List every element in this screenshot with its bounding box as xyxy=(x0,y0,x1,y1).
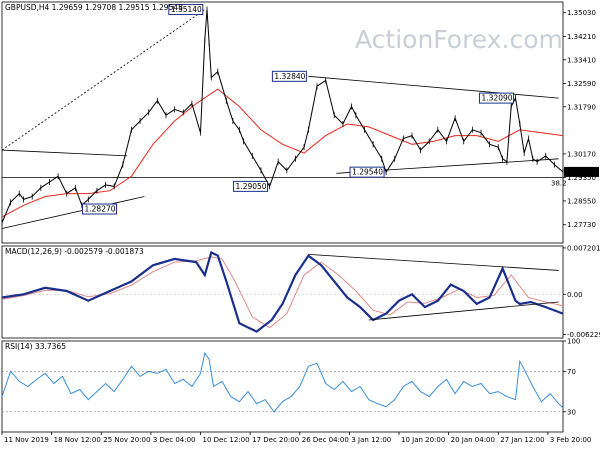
x-tick-label: 17 Dec 20:00 xyxy=(252,436,299,444)
macd-main-line xyxy=(1,250,564,333)
pane-frames xyxy=(1,1,564,433)
macd-title: MACD(12,26,9) -0.002579 -0.001873 xyxy=(5,247,144,256)
rsi-y-tick-label: 30 xyxy=(567,408,576,416)
price-y-tick-label: 1.28550 xyxy=(567,197,596,205)
price-trendline xyxy=(1,9,206,151)
rsi-title: RSI(14) 33.7365 xyxy=(5,342,66,351)
last-price-label: 1.29548 xyxy=(566,168,595,176)
price-y-tick-label: 1.35030 xyxy=(567,9,596,17)
price-y-tick-label: 1.32590 xyxy=(567,80,596,88)
x-tick-label: 3 Feb 20:00 xyxy=(550,436,591,444)
price-trendline xyxy=(1,196,145,229)
price-frame xyxy=(1,1,564,244)
x-tick-label: 26 Dec 04:00 xyxy=(302,436,349,444)
price-trendline xyxy=(1,149,128,157)
callout-label: 1.29540 xyxy=(352,168,383,177)
y-axes: 1.35030 1.34210 1.33410 1.32590 1.31790 1.301… xyxy=(563,9,600,416)
fib-label: 38.2 xyxy=(551,179,567,187)
x-tick-label: 18 Nov 12:00 xyxy=(54,436,101,444)
macd-y-tick-label: -0.006229 xyxy=(567,331,600,339)
callout-box xyxy=(233,180,269,192)
price-y-tick-label: 1.33410 xyxy=(567,56,596,64)
callout-box xyxy=(349,166,385,178)
callout-label: 1.29050 xyxy=(236,182,267,191)
callout-label: 1.32090 xyxy=(482,94,513,103)
price-y-tick-label: 1.27730 xyxy=(567,221,596,229)
callout-label: 1.28270 xyxy=(85,205,116,214)
macd-trendline xyxy=(308,253,559,271)
price-title: GBPUSD,H4 1.29659 1.29708 1.29515 1.2954… xyxy=(5,3,183,12)
rsi-line xyxy=(1,351,564,413)
price-y-tick-label: 1.30170 xyxy=(567,150,596,158)
callout-box xyxy=(479,92,515,104)
x-axis: 11 Nov 2019 18 Nov 12:00 25 Nov 20:00 3 Dec… xyxy=(1,432,591,444)
x-tick-label: 20 Jan 04:00 xyxy=(451,436,495,444)
price-pane: 38.2 1.35140 1.32840 1.32090 1.29050 1.29540 1… xyxy=(1,4,599,229)
x-tick-label: 10 Jan 20:00 xyxy=(401,436,445,444)
moving-average-line xyxy=(1,88,564,218)
rsi-y-tick-label: 100 xyxy=(567,338,580,346)
x-tick-label: 25 Nov 20:00 xyxy=(103,436,150,444)
macd-trendline xyxy=(368,301,559,321)
macd-y-tick-label: 0.007201 xyxy=(567,244,600,252)
callout-box xyxy=(271,70,307,82)
price-y-tick-label: 1.29350 xyxy=(567,174,596,182)
x-tick-label: 10 Dec 12:00 xyxy=(203,436,250,444)
callout-box xyxy=(168,4,204,16)
rsi-pane xyxy=(1,351,564,413)
x-tick-label: 3 Jan 12:00 xyxy=(351,436,391,444)
price-trendline xyxy=(308,75,559,99)
x-tick-label: 27 Jan 12:00 xyxy=(500,436,544,444)
callout-label: 1.35140 xyxy=(171,5,202,14)
macd-frame xyxy=(1,245,564,339)
macd-pane xyxy=(1,250,564,333)
price-y-tick-label: 1.31790 xyxy=(567,103,596,111)
price-y-tick-label: 1.34210 xyxy=(567,33,596,41)
x-tick-label: 11 Nov 2019 xyxy=(4,436,49,444)
rsi-y-tick-label: 70 xyxy=(567,368,576,376)
x-tick-label: 3 Dec 04:00 xyxy=(153,436,196,444)
last-price-box xyxy=(564,166,599,177)
rsi-frame xyxy=(1,340,564,433)
macd-signal-line xyxy=(1,256,564,329)
callout-box xyxy=(82,203,118,215)
callout-label: 1.32840 xyxy=(274,72,305,81)
macd-y-tick-label: 0.00 xyxy=(567,291,583,299)
watermark: ActionForex.com xyxy=(355,25,563,54)
